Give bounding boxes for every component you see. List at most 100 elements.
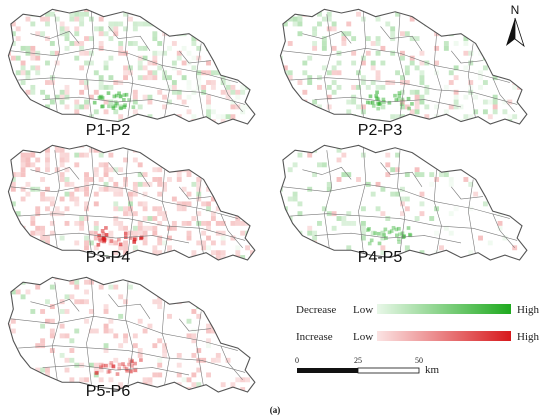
change-cell <box>360 16 366 22</box>
hotspot-cell <box>111 364 116 368</box>
change-cell <box>429 255 435 260</box>
change-cell <box>79 216 85 221</box>
change-cell <box>40 89 46 95</box>
change-cell <box>20 167 26 173</box>
change-cell <box>157 41 163 46</box>
change-cell <box>142 191 148 197</box>
change-cell <box>201 255 207 260</box>
change-cell <box>424 84 430 90</box>
change-cell <box>108 36 114 42</box>
change-cell <box>157 191 163 197</box>
change-cell <box>25 191 31 197</box>
change-cell <box>93 328 99 334</box>
change-cell <box>434 230 440 236</box>
change-cell <box>409 119 415 124</box>
hotspot-cell <box>128 236 133 240</box>
change-cell <box>142 119 148 124</box>
change-cell <box>88 177 94 182</box>
change-cell <box>448 177 454 182</box>
change-cell <box>356 11 361 17</box>
change-cell <box>84 9 89 12</box>
change-cell <box>108 235 114 241</box>
hotspot-cell <box>111 106 116 110</box>
change-cell <box>502 186 508 192</box>
change-cell <box>123 50 128 56</box>
change-cell <box>176 201 182 207</box>
change-cell <box>137 201 143 207</box>
change-cell <box>30 55 36 61</box>
change-cell <box>230 99 236 105</box>
change-cell <box>230 152 236 158</box>
change-cell <box>419 172 425 178</box>
change-cell <box>108 377 114 383</box>
change-cell <box>196 313 202 319</box>
hotspot-cell <box>127 362 131 367</box>
change-cell <box>113 26 119 32</box>
change-cell <box>404 65 410 71</box>
change-cell <box>113 250 119 256</box>
change-cell <box>220 114 226 120</box>
change-cell <box>64 152 70 158</box>
change-cell <box>157 362 163 368</box>
change-cell <box>453 89 459 95</box>
change-cell <box>375 206 381 212</box>
change-cell <box>390 114 396 120</box>
change-cell <box>225 9 231 12</box>
change-cell <box>40 235 46 241</box>
change-cell <box>404 80 410 85</box>
change-cell <box>10 11 16 17</box>
change-cell <box>201 157 207 163</box>
change-cell <box>400 104 405 110</box>
change-cell <box>35 31 41 37</box>
change-cell <box>321 41 327 46</box>
change-cell <box>400 55 405 61</box>
change-cell <box>118 294 124 300</box>
change-cell <box>59 309 65 314</box>
change-cell <box>448 80 454 85</box>
change-cell <box>152 70 158 76</box>
change-cell <box>395 70 400 76</box>
change-cell <box>487 16 493 22</box>
change-cell <box>210 80 216 85</box>
change-cell <box>147 114 153 120</box>
change-cell <box>375 41 381 46</box>
change-cell <box>230 177 236 182</box>
change-cell <box>336 157 342 163</box>
change-cell <box>142 201 148 207</box>
change-cell <box>210 250 216 256</box>
change-cell <box>517 16 522 22</box>
panel-label-p4-p5: P4-P5 <box>358 249 403 266</box>
change-cell <box>93 235 99 241</box>
change-cell <box>215 114 221 120</box>
change-cell <box>478 84 483 90</box>
change-cell <box>210 167 216 173</box>
change-cell <box>84 11 89 17</box>
change-cell <box>385 162 391 168</box>
change-cell <box>250 55 255 61</box>
change-cell <box>280 26 283 32</box>
change-cell <box>35 230 41 236</box>
change-cell <box>326 84 332 90</box>
change-cell <box>152 230 158 236</box>
change-cell <box>429 181 435 187</box>
change-cell <box>341 36 347 42</box>
hotspot-cell <box>104 233 109 237</box>
change-cell <box>64 104 70 110</box>
change-cell <box>492 104 498 110</box>
change-cell <box>196 80 202 85</box>
change-cell <box>235 55 241 61</box>
change-cell <box>380 245 386 251</box>
change-cell <box>280 216 283 221</box>
change-cell <box>346 21 352 27</box>
change-cell <box>206 70 211 76</box>
change-cell <box>93 89 99 95</box>
hotspot-cell <box>397 94 402 98</box>
change-cell <box>93 70 99 76</box>
change-cell <box>326 104 332 110</box>
change-cell <box>341 114 347 120</box>
change-cell <box>108 240 114 246</box>
change-cell <box>132 99 138 105</box>
change-cell <box>206 94 211 100</box>
change-cell <box>492 55 498 61</box>
change-cell <box>8 109 11 115</box>
